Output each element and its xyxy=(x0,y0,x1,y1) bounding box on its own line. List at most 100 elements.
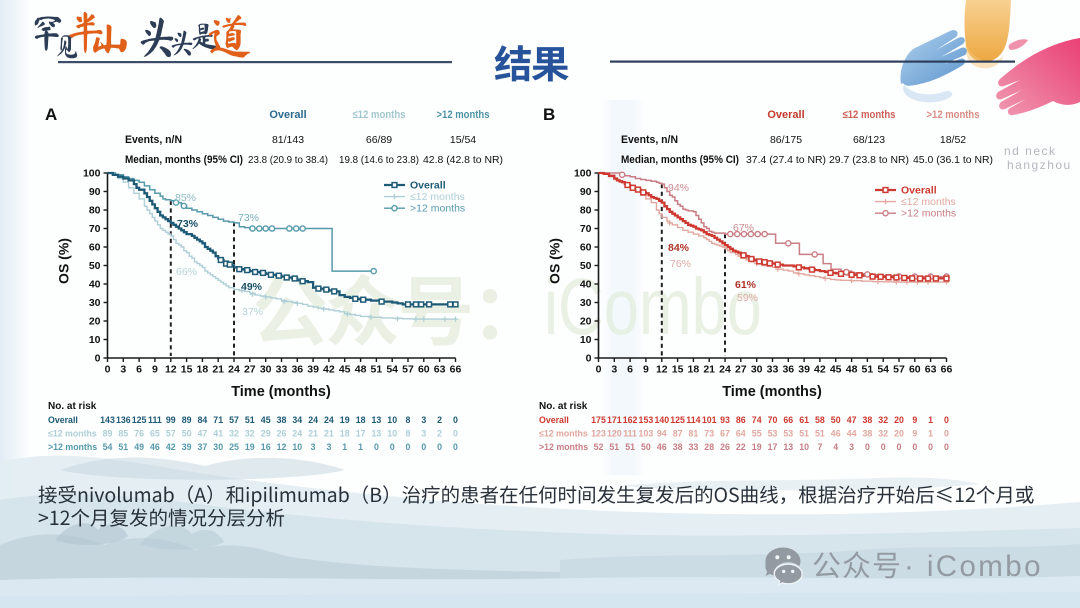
svg-text:66: 66 xyxy=(941,364,953,376)
svg-text:175: 175 xyxy=(591,415,606,425)
svg-text:66/89: 66/89 xyxy=(366,134,392,146)
svg-text:18: 18 xyxy=(356,415,366,425)
svg-text:37: 37 xyxy=(198,442,208,452)
svg-text:57: 57 xyxy=(229,415,239,425)
svg-text:20: 20 xyxy=(89,316,101,328)
svg-text:25: 25 xyxy=(229,442,239,452)
svg-text:46: 46 xyxy=(150,442,160,452)
svg-text:42: 42 xyxy=(323,364,335,376)
svg-text:70: 70 xyxy=(768,415,778,425)
svg-text:21: 21 xyxy=(324,429,334,439)
svg-text:9: 9 xyxy=(912,429,917,439)
svg-text:21: 21 xyxy=(308,429,318,439)
svg-text:76%: 76% xyxy=(670,258,691,270)
svg-text:26: 26 xyxy=(720,442,730,452)
svg-text:50: 50 xyxy=(641,442,651,452)
svg-text:17: 17 xyxy=(356,429,366,439)
svg-text:51: 51 xyxy=(815,429,825,439)
svg-text:20: 20 xyxy=(894,415,904,425)
svg-text:29.7 (23.8 to NR): 29.7 (23.8 to NR) xyxy=(829,154,909,166)
svg-text:85: 85 xyxy=(118,429,128,439)
svg-text:38: 38 xyxy=(863,429,873,439)
svg-text:100: 100 xyxy=(574,168,592,180)
svg-text:34: 34 xyxy=(292,415,302,425)
svg-text:65: 65 xyxy=(150,429,160,439)
svg-text:76: 76 xyxy=(134,429,144,439)
svg-text:20: 20 xyxy=(894,429,904,439)
svg-text:· iCombo: · iCombo xyxy=(904,550,1043,583)
svg-text:28: 28 xyxy=(704,442,714,452)
svg-text:111: 111 xyxy=(623,429,637,439)
svg-text:0: 0 xyxy=(374,442,379,452)
svg-text:3: 3 xyxy=(421,415,426,425)
svg-text:86/175: 86/175 xyxy=(770,134,802,146)
svg-text:50: 50 xyxy=(831,415,841,425)
svg-text:60: 60 xyxy=(418,364,430,376)
svg-text:46: 46 xyxy=(657,442,667,452)
svg-text:hangzhou: hangzhou xyxy=(1007,158,1072,172)
svg-text:0: 0 xyxy=(453,415,458,425)
svg-text:103: 103 xyxy=(639,429,654,439)
svg-text:51: 51 xyxy=(371,364,383,376)
svg-text:B: B xyxy=(543,105,555,124)
svg-text:10: 10 xyxy=(89,334,101,346)
svg-text:37%: 37% xyxy=(242,306,263,318)
svg-text:Overall: Overall xyxy=(539,415,569,425)
svg-text:42: 42 xyxy=(166,442,176,452)
svg-text:Events, n/N: Events, n/N xyxy=(621,134,678,146)
svg-text:45.0 (36.1 to NR): 45.0 (36.1 to NR) xyxy=(913,154,993,166)
svg-text:84: 84 xyxy=(198,415,208,425)
svg-text:Overall: Overall xyxy=(48,415,78,425)
svg-text:6: 6 xyxy=(136,364,142,376)
svg-text:46: 46 xyxy=(831,429,841,439)
svg-text:67%: 67% xyxy=(733,222,754,234)
svg-text:27: 27 xyxy=(244,364,256,376)
svg-text:47: 47 xyxy=(847,415,857,425)
svg-text:1: 1 xyxy=(928,415,933,425)
svg-text:19.8 (14.6 to 23.8): 19.8 (14.6 to 23.8) xyxy=(339,154,419,166)
svg-text:51: 51 xyxy=(799,429,809,439)
svg-text:12: 12 xyxy=(165,364,177,376)
svg-text:81/143: 81/143 xyxy=(272,134,304,146)
svg-text:Time (months): Time (months) xyxy=(231,384,331,400)
svg-text:19: 19 xyxy=(245,442,255,452)
svg-text:10: 10 xyxy=(387,415,397,425)
svg-text:≤12 months: ≤12 months xyxy=(353,109,406,121)
svg-text:38: 38 xyxy=(673,442,683,452)
svg-text:30: 30 xyxy=(89,297,101,309)
svg-text:iCombo: iCombo xyxy=(544,262,762,351)
svg-text:48: 48 xyxy=(846,364,858,376)
svg-text:114: 114 xyxy=(686,415,700,425)
svg-text:24: 24 xyxy=(292,429,302,439)
svg-text:42: 42 xyxy=(814,364,826,376)
svg-text:OS (%): OS (%) xyxy=(547,238,563,284)
svg-text:37.4 (27.4 to NR): 37.4 (27.4 to NR) xyxy=(746,154,826,166)
svg-text:39: 39 xyxy=(798,364,810,376)
svg-text:0: 0 xyxy=(944,415,949,425)
svg-text:80: 80 xyxy=(580,205,592,217)
svg-text:0: 0 xyxy=(944,442,949,452)
svg-text:39: 39 xyxy=(307,364,319,376)
svg-text:93: 93 xyxy=(720,415,730,425)
svg-text:57: 57 xyxy=(166,429,176,439)
svg-text:22: 22 xyxy=(736,442,746,452)
svg-text:30: 30 xyxy=(580,297,592,309)
svg-text:54: 54 xyxy=(877,364,889,376)
svg-text:Events, n/N: Events, n/N xyxy=(125,134,182,146)
svg-text:123: 123 xyxy=(591,429,606,439)
svg-text:171: 171 xyxy=(607,415,622,425)
svg-text:51: 51 xyxy=(245,415,255,425)
svg-text:32: 32 xyxy=(245,429,255,439)
svg-text:≤12 months: ≤12 months xyxy=(901,196,956,208)
svg-text:0: 0 xyxy=(437,442,442,452)
svg-text:81: 81 xyxy=(689,429,699,439)
svg-text:73%: 73% xyxy=(238,212,259,224)
svg-text:45: 45 xyxy=(261,415,271,425)
svg-text:40: 40 xyxy=(89,279,101,291)
svg-text:53: 53 xyxy=(783,429,793,439)
svg-text:20: 20 xyxy=(580,316,592,328)
svg-text:51: 51 xyxy=(625,442,635,452)
svg-text:84%: 84% xyxy=(668,242,690,254)
svg-text:0: 0 xyxy=(881,442,886,452)
svg-text:1: 1 xyxy=(342,442,347,452)
